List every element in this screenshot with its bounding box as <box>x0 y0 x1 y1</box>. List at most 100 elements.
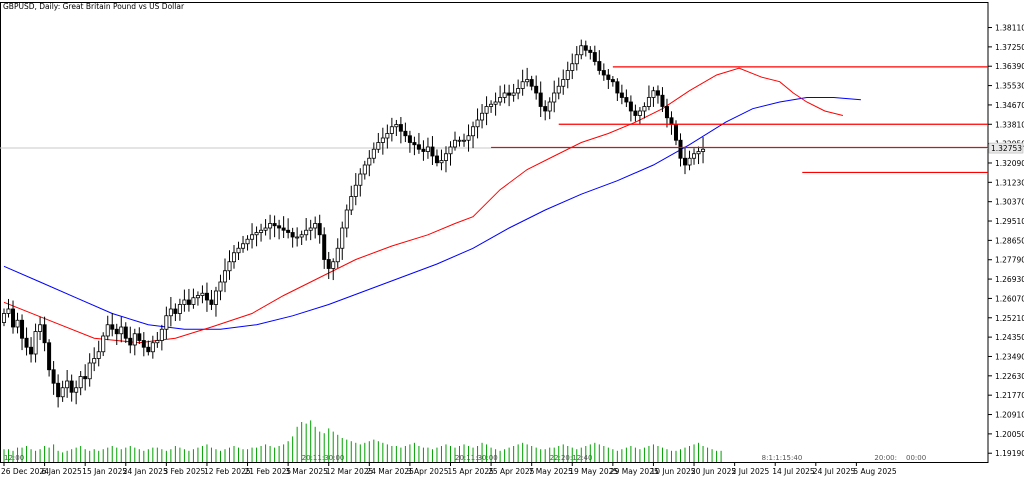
candle-body <box>371 148 376 159</box>
candle-body <box>173 308 178 314</box>
x-tick-label: 3 Mar 2025 <box>285 467 328 476</box>
y-tick-label: 1.29510 <box>995 217 1024 226</box>
candle-body <box>380 137 385 143</box>
candle-body <box>398 124 403 132</box>
x-tick-label: 10 Jun 2025 <box>650 467 695 476</box>
time-overlay-label: 22:20:12:40 <box>550 454 593 462</box>
y-tick-label: 1.28650 <box>995 236 1024 245</box>
candle-body <box>295 236 300 239</box>
candle-body <box>110 324 115 330</box>
candle-body <box>250 234 255 240</box>
candle-body <box>290 232 295 238</box>
candle-body <box>155 340 160 344</box>
candle-body <box>651 90 656 98</box>
candle-body <box>227 261 232 272</box>
candle-body <box>538 92 543 107</box>
candle-body <box>619 92 624 98</box>
candle-body <box>615 81 620 94</box>
candle-body <box>119 326 124 335</box>
candle-body <box>597 61 602 71</box>
candle-body <box>259 229 264 233</box>
candle-body <box>2 313 7 323</box>
candle-body <box>660 94 665 107</box>
candle-body <box>313 223 318 229</box>
candle-body <box>236 247 241 254</box>
candle-body <box>367 157 372 166</box>
candle-body <box>678 139 683 159</box>
candle-body <box>322 234 327 260</box>
candle-body <box>56 382 61 398</box>
candle-body <box>218 281 223 292</box>
candle-body <box>655 90 660 96</box>
candle-body <box>466 135 471 141</box>
candle-body <box>434 155 439 164</box>
candle-body <box>489 103 494 107</box>
candle-body <box>191 297 196 305</box>
candle-body <box>123 326 128 339</box>
candle-body <box>471 126 476 137</box>
candle-body <box>610 79 615 83</box>
x-tick-label: 29 May 2025 <box>610 467 659 476</box>
candle-body <box>520 81 525 89</box>
candle-body <box>646 97 651 107</box>
candle-body <box>425 146 430 152</box>
candle-body <box>74 387 79 393</box>
candle-body <box>628 101 633 112</box>
y-tick-label: 1.26930 <box>995 275 1024 284</box>
candle-body <box>583 45 588 51</box>
candle-body <box>299 234 304 238</box>
candle-body <box>200 292 205 296</box>
candle-body <box>633 110 638 116</box>
candle-body <box>683 157 688 166</box>
candle-body <box>412 142 417 146</box>
candle-body <box>525 79 530 83</box>
y-tick-label: 1.25210 <box>995 314 1024 323</box>
candle-body <box>60 387 65 398</box>
y-tick-label: 1.20910 <box>995 411 1024 420</box>
candle-body <box>6 308 11 314</box>
candle-body <box>592 52 597 62</box>
candle-body <box>353 184 358 197</box>
candle-body <box>443 153 448 161</box>
x-tick-label: 15 Apr 2025 <box>447 467 494 476</box>
x-tick-label: 3 Apr 2025 <box>407 467 449 476</box>
candle-body <box>326 259 331 269</box>
candle-body <box>277 225 282 229</box>
candle-body <box>574 54 579 65</box>
candle-body <box>263 227 268 231</box>
candle-body <box>637 110 642 116</box>
candle-body <box>51 369 56 384</box>
candle-body <box>96 351 101 359</box>
y-tick-label: 1.24350 <box>995 333 1024 342</box>
y-tick-label: 1.34670 <box>995 101 1024 110</box>
candle-body <box>254 232 259 236</box>
x-tick-label: 7 May 2025 <box>529 467 573 476</box>
x-tick-label: 2 Jul 2025 <box>732 467 770 476</box>
candle-body <box>38 324 43 332</box>
candle-body <box>606 74 611 80</box>
x-tick-label: 24 Mar 2025 <box>366 467 414 476</box>
ma-fast-line <box>3 67 844 344</box>
candle-body <box>47 342 52 371</box>
candle-body <box>268 223 273 229</box>
y-tick-label: 1.26070 <box>995 294 1024 303</box>
x-tick-label: 15 Jan 2025 <box>82 467 127 476</box>
candle-body <box>358 173 363 186</box>
candle-body <box>385 133 390 139</box>
candle-body <box>457 139 462 142</box>
candle-body <box>29 346 34 355</box>
candle-body <box>534 85 539 94</box>
x-tick-label: 3 Feb 2025 <box>163 467 205 476</box>
candle-body <box>11 308 16 328</box>
y-tick-label: 1.20050 <box>995 430 1024 439</box>
x-tick-label: 19 May 2025 <box>569 467 618 476</box>
y-tick-label: 1.31230 <box>995 178 1024 187</box>
candle-body <box>146 346 151 353</box>
candle-body <box>696 151 701 155</box>
time-overlay-label: 8:1:1:15:40 <box>762 454 803 462</box>
candle-body <box>498 97 503 103</box>
candle-body <box>344 209 349 229</box>
current-price-label: 1.32753 <box>991 144 1022 153</box>
candle-body <box>475 119 480 128</box>
